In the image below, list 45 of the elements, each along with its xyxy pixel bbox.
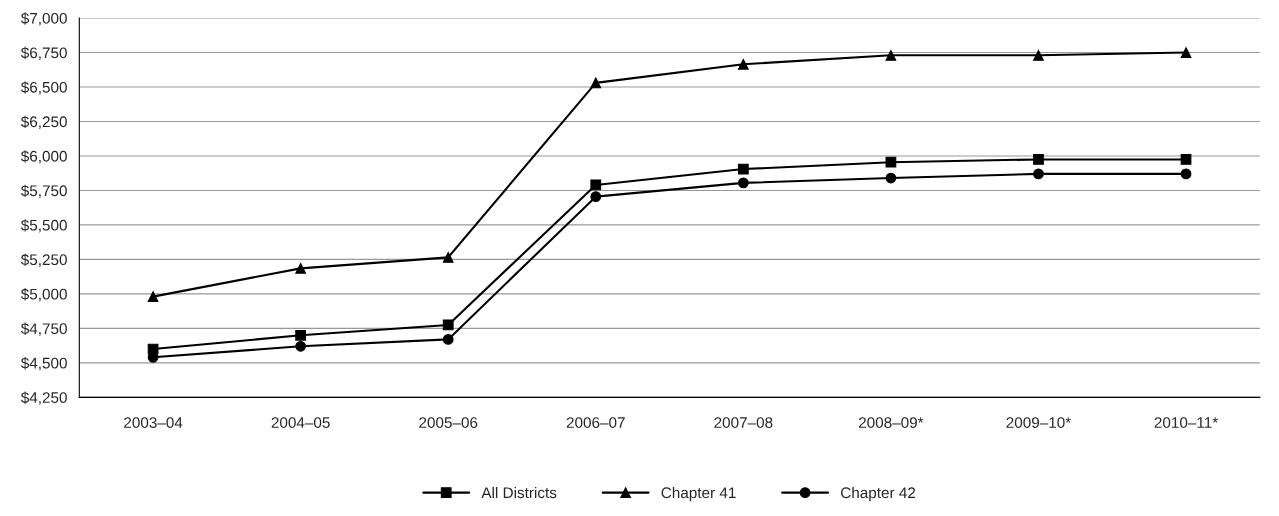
y-tick-label: $5,500 — [20, 219, 67, 233]
point — [442, 334, 454, 345]
point — [442, 251, 454, 263]
x-tick-label: 2006–07 — [566, 417, 625, 428]
point — [590, 191, 602, 203]
point — [295, 262, 307, 274]
point — [1033, 168, 1044, 180]
point — [1180, 168, 1192, 180]
point — [885, 172, 897, 184]
point — [147, 291, 159, 303]
point — [1180, 47, 1192, 58]
y-tick-label: $7,000 — [20, 12, 67, 26]
y-tick-label: $6,500 — [20, 81, 67, 95]
x-tick-label: 2003–04 — [124, 417, 183, 428]
legend-label: All Districts — [481, 486, 557, 499]
y-tick-label: $6,750 — [20, 46, 67, 61]
x-tick-label: 2009–10* — [1006, 417, 1071, 428]
point — [295, 340, 307, 352]
point — [295, 329, 307, 341]
x-tick-label: 2010–11* — [1154, 417, 1218, 428]
point — [1180, 154, 1192, 165]
point — [737, 58, 749, 70]
point — [1033, 154, 1044, 165]
point — [737, 177, 749, 189]
x-tick-label: 2007–08 — [714, 417, 773, 428]
x-tick-label: 2004–05 — [271, 417, 330, 428]
y-tick-label: $6,250 — [20, 115, 67, 129]
y-tick-label: $5,000 — [20, 288, 67, 302]
point — [885, 49, 897, 61]
point — [590, 179, 602, 191]
legend-label: Chapter 41 — [661, 486, 736, 502]
point — [1033, 49, 1044, 61]
y-tick-label: $4,250 — [20, 391, 67, 405]
y-tick-label: $4,750 — [20, 322, 67, 336]
y-tick-label: $5,250 — [20, 253, 67, 267]
legend-label: Chapter 42 — [841, 486, 916, 502]
y-tick-label: $6,000 — [20, 150, 67, 164]
point — [590, 77, 602, 89]
y-tick-label: $4,500 — [20, 357, 67, 371]
y-tick-label: $5,750 — [20, 184, 67, 198]
x-tick-label: 2005–06 — [419, 417, 478, 428]
point — [737, 163, 749, 175]
point — [885, 156, 897, 168]
x-tick-label: 2008–09* — [858, 417, 924, 428]
point — [442, 319, 454, 331]
